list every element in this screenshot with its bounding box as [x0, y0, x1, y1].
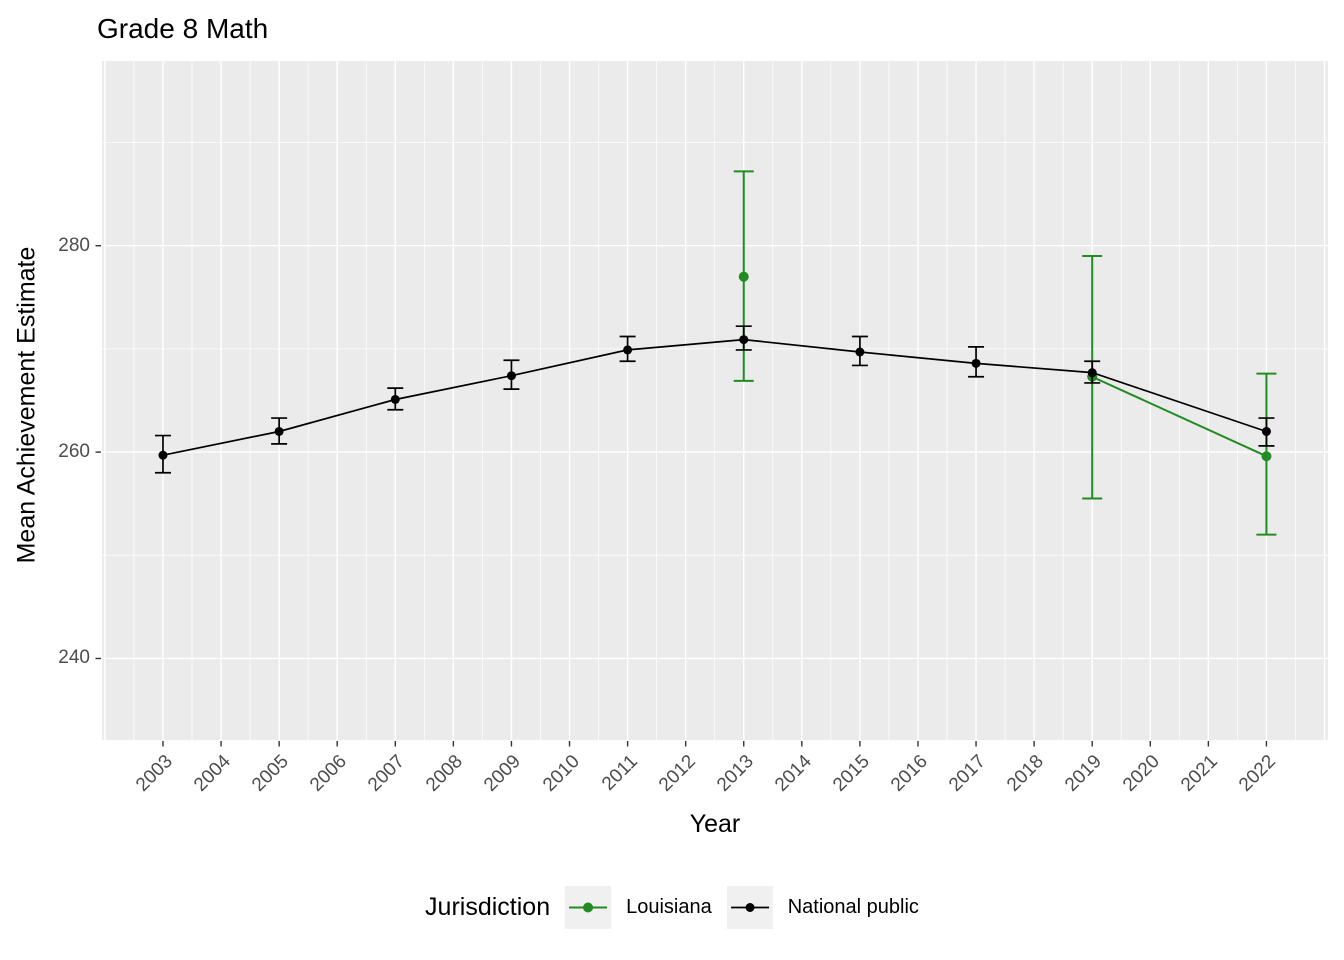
legend-glyph-louisiana	[569, 902, 608, 912]
legend-label-national-public: National public	[787, 895, 919, 918]
y-tick-label-280: 280	[58, 234, 90, 256]
legend-point-louisiana	[583, 902, 594, 912]
data-point-national-public	[623, 345, 633, 355]
legend-key-louisiana	[565, 885, 612, 929]
legend-item-louisiana: Louisiana	[565, 885, 712, 929]
data-point-national-public	[506, 371, 516, 381]
data-point-national-public	[739, 335, 749, 345]
data-point-national-public	[1261, 426, 1271, 436]
data-point-national-public	[1087, 368, 1097, 378]
data-point-national-public	[158, 450, 168, 460]
data-point-national-public	[274, 426, 284, 436]
legend-key-national-public	[726, 885, 773, 929]
x-axis-title: Year	[689, 810, 741, 838]
data-point-national-public	[971, 358, 981, 368]
data-point-national-public	[390, 394, 400, 404]
y-tick-label-240: 240	[58, 647, 90, 669]
legend-title: Jurisdiction	[425, 892, 551, 921]
data-point-louisiana	[738, 271, 749, 282]
legend-item-national-public: National public	[726, 885, 919, 929]
y-tick-label-260: 260	[58, 441, 90, 463]
legend-point-national-public	[745, 902, 755, 912]
chart-title: Grade 8 Math	[97, 13, 269, 44]
legend: Jurisdiction Louisiana National public	[425, 885, 919, 929]
legend-items: Louisiana National public	[565, 885, 919, 929]
data-point-louisiana	[1261, 451, 1272, 462]
legend-glyph-national-public	[730, 902, 769, 912]
data-point-national-public	[855, 347, 865, 357]
legend-label-louisiana: Louisiana	[626, 895, 712, 918]
series-line-national-public	[162, 338, 1267, 457]
series-line-louisiana	[1091, 375, 1267, 458]
